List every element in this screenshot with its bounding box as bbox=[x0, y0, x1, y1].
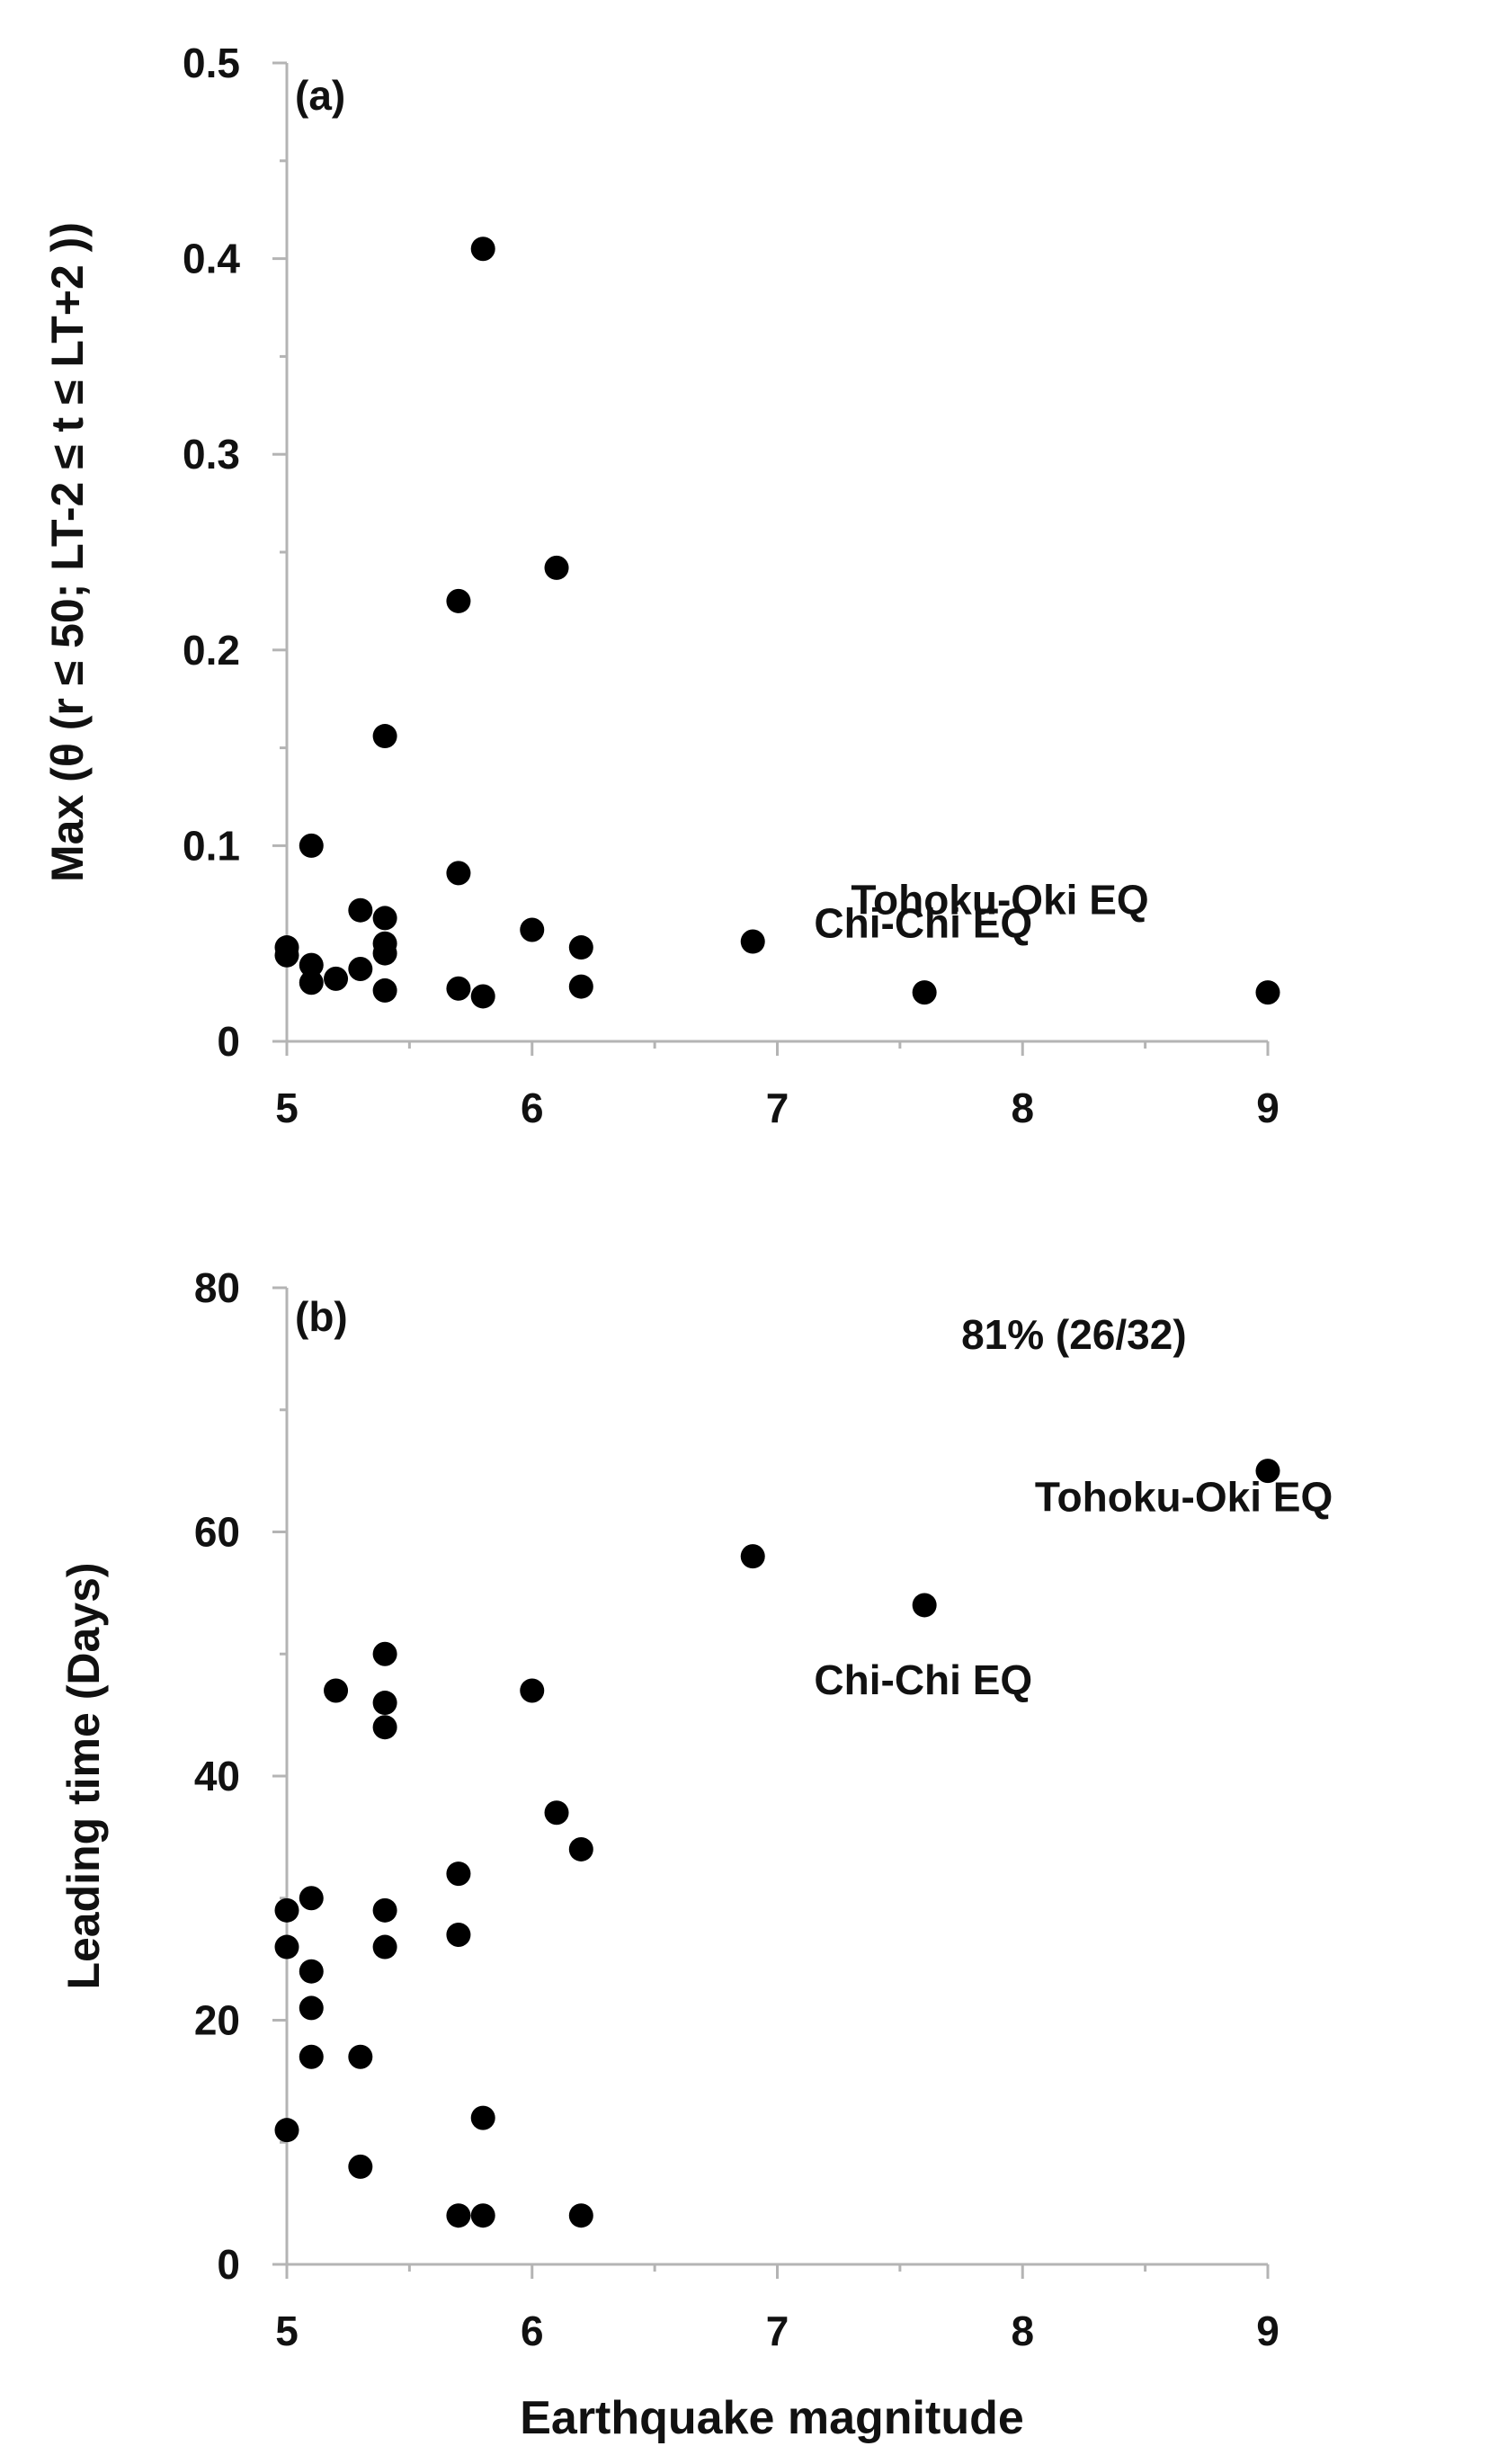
x-tick-label: 8 bbox=[1011, 2308, 1034, 2354]
data-point bbox=[568, 974, 593, 999]
data-point bbox=[299, 1959, 324, 1984]
data-point bbox=[274, 1934, 299, 1960]
data-point bbox=[568, 1836, 593, 1861]
annotation-label: Tohoku-Oki EQ bbox=[851, 877, 1148, 924]
y-tick-label: 0.1 bbox=[183, 822, 240, 869]
data-point bbox=[372, 906, 397, 931]
data-point bbox=[1255, 980, 1280, 1005]
data-point bbox=[470, 237, 495, 262]
x-tick-label: 9 bbox=[1256, 2308, 1280, 2354]
data-point bbox=[324, 1678, 349, 1703]
x-tick-label: 8 bbox=[1011, 1085, 1034, 1131]
data-point bbox=[446, 1922, 471, 1947]
data-point bbox=[372, 1934, 397, 1960]
data-point bbox=[544, 1800, 569, 1826]
data-point bbox=[299, 2044, 324, 2069]
data-point bbox=[348, 956, 373, 981]
data-point bbox=[348, 897, 373, 923]
y-tick-label: 0 bbox=[217, 2241, 240, 2288]
data-point bbox=[470, 2105, 495, 2130]
data-point bbox=[740, 1544, 765, 1569]
data-point bbox=[446, 861, 471, 886]
panel-label-a: (a) bbox=[295, 72, 345, 119]
y-axis-label-a: Max (θ (r ≤ 50; LT-2 ≤ t ≤ LT+2 )) bbox=[42, 222, 93, 882]
data-point bbox=[446, 976, 471, 1001]
data-point bbox=[470, 2203, 495, 2228]
data-point bbox=[299, 1995, 324, 2021]
data-point bbox=[348, 2154, 373, 2179]
data-point bbox=[568, 2203, 593, 2228]
data-point bbox=[568, 935, 593, 960]
data-point bbox=[520, 1678, 545, 1703]
y-tick-label: 0 bbox=[217, 1018, 240, 1065]
y-tick-label: 0.3 bbox=[183, 431, 240, 478]
annotation-label: Tohoku-Oki EQ bbox=[1035, 1473, 1333, 1520]
x-axis-label: Earthquake magnitude bbox=[520, 2392, 1024, 2444]
data-point bbox=[544, 555, 569, 580]
data-point bbox=[299, 1886, 324, 1911]
y-tick-label: 80 bbox=[194, 1264, 240, 1311]
x-tick-label: 5 bbox=[275, 1085, 299, 1131]
y-tick-label: 20 bbox=[194, 1997, 240, 2044]
y-tick-label: 60 bbox=[194, 1509, 240, 1556]
panel-label-b: (b) bbox=[295, 1293, 348, 1340]
y-tick-label: 40 bbox=[194, 1753, 240, 1799]
y-axis-label-b: Leading time (Days) bbox=[58, 1562, 109, 1989]
data-point bbox=[372, 1715, 397, 1740]
data-point bbox=[520, 917, 545, 942]
data-point bbox=[446, 2203, 471, 2228]
data-point bbox=[324, 966, 349, 991]
panel-a-scatter-plot: 0 0.1 0.2 0.3 0.4 0.5 5 6 7 8 9 Max (θ (r ≤ 50; LT-… bbox=[42, 40, 1280, 1131]
data-point bbox=[470, 984, 495, 1009]
data-point bbox=[299, 833, 324, 858]
annotation-label: Chi-Chi EQ bbox=[814, 900, 1032, 947]
data-point bbox=[372, 941, 397, 966]
y-tick-label: 0.2 bbox=[183, 627, 240, 674]
data-point bbox=[299, 952, 324, 978]
data-point bbox=[372, 1641, 397, 1666]
data-point bbox=[740, 929, 765, 954]
data-point bbox=[274, 942, 299, 968]
data-point bbox=[274, 2118, 299, 2143]
x-tick-label: 9 bbox=[1256, 1085, 1280, 1131]
data-point bbox=[348, 2044, 373, 2069]
data-point bbox=[372, 724, 397, 749]
y-tick-label: 0.4 bbox=[183, 236, 240, 282]
x-tick-label: 6 bbox=[521, 2308, 544, 2354]
annotation-label: 81% (26/32) bbox=[961, 1311, 1187, 1358]
x-tick-label: 5 bbox=[275, 2308, 299, 2354]
x-tick-label: 7 bbox=[766, 2308, 789, 2354]
data-point bbox=[372, 1897, 397, 1923]
annotation-label: Chi-Chi EQ bbox=[814, 1656, 1032, 1703]
data-point bbox=[1255, 1459, 1280, 1484]
data-point bbox=[372, 978, 397, 1003]
x-tick-label: 6 bbox=[521, 1085, 544, 1131]
data-point bbox=[274, 1897, 299, 1923]
data-point bbox=[372, 1691, 397, 1716]
x-tick-label: 7 bbox=[766, 1085, 789, 1131]
data-point bbox=[912, 980, 937, 1005]
data-point bbox=[446, 588, 471, 613]
data-point bbox=[299, 970, 324, 995]
y-tick-label: 0.5 bbox=[183, 40, 240, 86]
panel-b-scatter-plot: 0 20 40 60 80 5 6 7 8 9 Leading time (Days) Earthqu… bbox=[58, 1264, 1333, 2444]
data-point bbox=[912, 1593, 937, 1618]
data-point bbox=[446, 1861, 471, 1887]
